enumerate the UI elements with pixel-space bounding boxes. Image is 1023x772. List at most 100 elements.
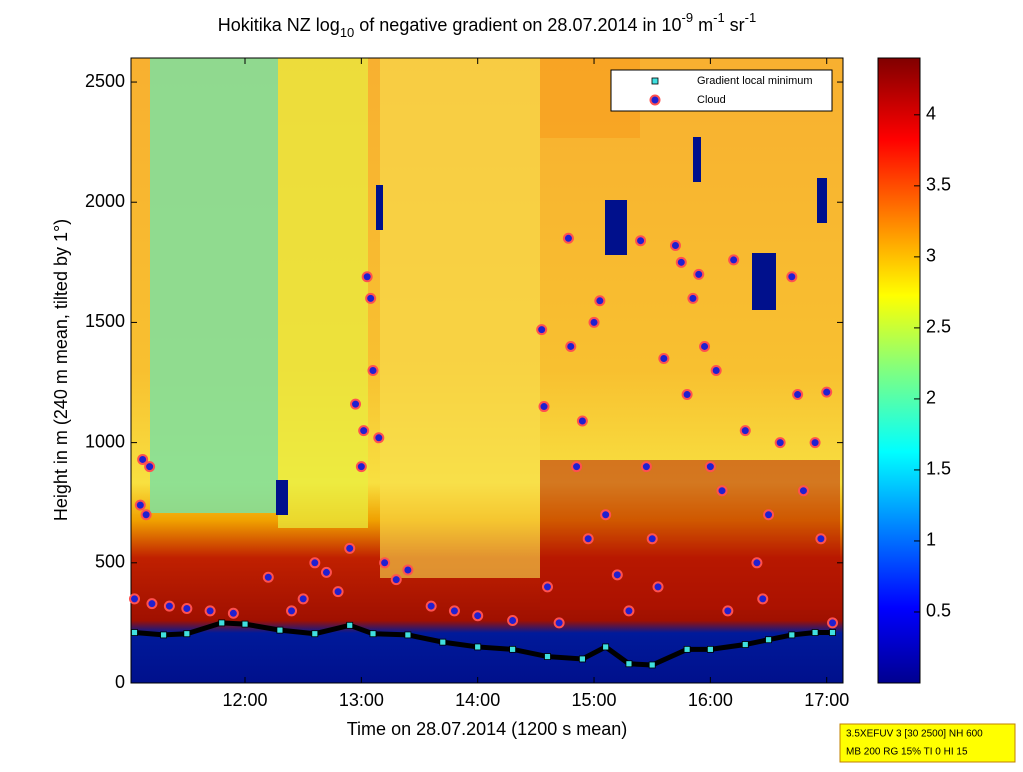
cloud-point xyxy=(286,605,298,617)
cloud-point xyxy=(163,600,175,612)
cloud-point xyxy=(320,566,332,578)
x-tick-label: 13:00 xyxy=(339,690,384,710)
cloud-point xyxy=(693,268,705,280)
cloud-point xyxy=(134,499,146,511)
settings-text: 3.5XEFUV 3 [30 2500] NH 600 xyxy=(846,729,983,740)
gradient-minimum-point xyxy=(218,619,226,627)
cloud-point xyxy=(809,437,821,449)
title-part: sr xyxy=(725,15,745,35)
cloud-point xyxy=(635,235,647,247)
colorbar-tick-label: 3 xyxy=(926,246,936,266)
x-tick-label: 16:00 xyxy=(688,690,733,710)
cloud-point xyxy=(757,593,769,605)
title-part: -1 xyxy=(713,10,725,25)
cloud-point xyxy=(669,240,681,251)
cloud-point xyxy=(681,389,693,401)
cloud-point xyxy=(365,292,377,304)
cloud-point xyxy=(576,415,588,427)
gradient-minimum-point xyxy=(241,620,249,628)
cloud-point xyxy=(204,605,216,617)
cloud-point xyxy=(827,617,839,629)
cloud-point xyxy=(379,557,391,569)
chart-title: Hokitika NZ log10 of negative gradient o… xyxy=(218,10,756,40)
cloud-point xyxy=(774,437,786,449)
gradient-minimum-point xyxy=(131,629,138,636)
title-part: Hokitika NZ log xyxy=(218,15,340,35)
gradient-minimum-point xyxy=(404,631,412,639)
cloud-point xyxy=(536,324,548,336)
heatmap xyxy=(131,58,843,683)
cloud-point xyxy=(652,581,664,593)
cloud-point xyxy=(350,398,362,410)
cloud-point xyxy=(675,256,687,268)
gradient-minimum-point xyxy=(829,629,836,636)
cloud-point xyxy=(704,461,716,473)
gradient-minimum-point xyxy=(741,641,749,648)
gradient-minimum-point xyxy=(602,643,610,651)
cloud-point xyxy=(722,605,734,617)
cloud-point xyxy=(582,533,594,545)
colorbar xyxy=(877,57,921,684)
cloud-point xyxy=(137,453,149,465)
cloud-point xyxy=(262,571,274,583)
settings-text: MB 200 RG 15% TI 0 HI 15 xyxy=(846,747,968,758)
cloud-point xyxy=(402,564,414,576)
cloud-point xyxy=(763,509,775,521)
cloud-point xyxy=(358,425,370,437)
gradient-minimum-point xyxy=(788,631,796,639)
cloud-point xyxy=(710,365,722,376)
cloud-point xyxy=(600,509,612,521)
cloud-point xyxy=(146,598,158,610)
legend-marker xyxy=(649,94,661,106)
y-axis-label: Height in m (240 m mean, tilted by 1°) xyxy=(51,219,71,521)
cloud-point xyxy=(751,557,763,569)
y-tick-label: 500 xyxy=(95,552,125,572)
colorbar-tick-label: 4 xyxy=(926,104,936,124)
cloud-point xyxy=(687,292,699,304)
cloud-point xyxy=(297,593,309,605)
plot-frame xyxy=(130,57,844,684)
cloud-point xyxy=(792,389,804,401)
x-tick-label: 15:00 xyxy=(572,690,617,710)
cloud-point xyxy=(594,295,606,307)
gradient-minimum-point xyxy=(346,621,354,629)
gradient-minimum-point xyxy=(183,630,191,638)
title-part: 10 xyxy=(340,25,354,40)
x-tick-label: 14:00 xyxy=(455,690,500,710)
cloud-point xyxy=(472,610,484,622)
cloud-point xyxy=(739,425,751,437)
cloud-point xyxy=(373,432,385,444)
cloud-point xyxy=(815,533,827,545)
cloud-point xyxy=(611,569,623,581)
cloud-point xyxy=(786,271,798,283)
cloud-point xyxy=(181,602,193,614)
gradient-minimum-point xyxy=(625,660,633,668)
cloud-point xyxy=(332,586,344,598)
cloud-point xyxy=(361,271,373,283)
title-part: of negative gradient on 28.07.2014 in 10 xyxy=(354,15,681,35)
colorbar-tick-label: 2.5 xyxy=(926,317,951,337)
colorbar-tick-label: 1 xyxy=(926,530,936,550)
cloud-point xyxy=(390,574,402,586)
cloud-point xyxy=(588,316,600,328)
cloud-point xyxy=(355,461,367,473)
cloud-point xyxy=(821,386,833,398)
cloud-point xyxy=(144,461,156,473)
gradient-minimum-point xyxy=(706,645,714,653)
gradient-minimum-point xyxy=(509,645,516,653)
cloud-point xyxy=(562,232,574,244)
gradient-minimum-point xyxy=(544,653,551,660)
gradient-minimum-point xyxy=(369,630,377,638)
colorbar-tick-label: 0.5 xyxy=(926,601,951,621)
gradient-minimum-point xyxy=(160,631,167,639)
x-tick-label: 12:00 xyxy=(222,690,267,710)
cloud-point xyxy=(658,352,670,364)
cloud-point xyxy=(797,485,809,497)
gradient-minimum-point xyxy=(811,629,819,636)
title-part: m xyxy=(693,15,713,35)
cloud-point xyxy=(623,605,635,617)
y-tick-label: 2000 xyxy=(85,191,125,211)
colorbar-tick-label: 3.5 xyxy=(926,175,951,195)
y-tick-label: 0 xyxy=(115,672,125,692)
